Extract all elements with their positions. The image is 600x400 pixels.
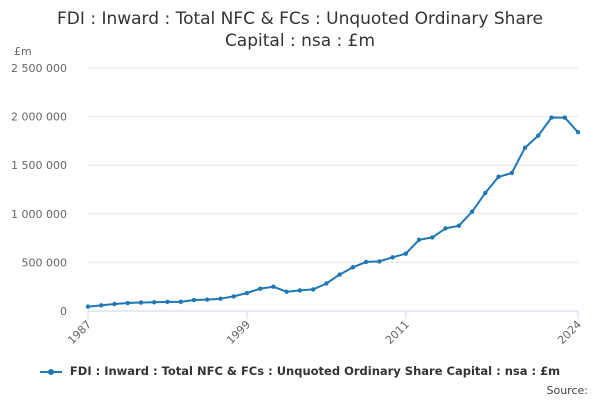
data-point[interactable] [191, 297, 197, 303]
series-line [87, 116, 579, 308]
data-point[interactable] [509, 170, 514, 176]
data-point[interactable] [138, 300, 144, 305]
data-point[interactable] [350, 265, 356, 270]
data-point[interactable] [99, 303, 104, 308]
data-point[interactable] [284, 289, 289, 294]
data-point[interactable] [297, 288, 303, 293]
y-axis-unit-label: £m [14, 45, 32, 58]
chart-title: FDI : Inward : Total NFC & FCs : Unquote… [0, 8, 600, 52]
data-point[interactable] [496, 174, 501, 180]
data-point[interactable] [310, 287, 316, 292]
x-tick-label: 1987 [65, 318, 94, 347]
legend-series-label: FDI : Inward : Total NFC & FCs : Unquote… [69, 364, 561, 378]
legend-line-swatch [39, 367, 62, 377]
data-point[interactable] [443, 226, 448, 231]
data-point[interactable] [152, 300, 157, 305]
y-tick-label: 2 000 000 [11, 111, 67, 124]
data-point[interactable] [324, 281, 329, 286]
x-tick-label: 2011 [383, 318, 412, 347]
data-point[interactable] [469, 209, 475, 214]
data-point[interactable] [549, 115, 554, 120]
data-point[interactable] [218, 296, 223, 301]
data-point[interactable] [536, 133, 541, 138]
data-point[interactable] [271, 284, 276, 289]
data-point[interactable] [85, 304, 91, 309]
y-tick-label: 1 000 000 [11, 208, 67, 221]
y-tick-label: 1 500 000 [11, 159, 67, 172]
data-point[interactable] [165, 299, 170, 305]
data-point[interactable] [430, 235, 435, 240]
chart-title-line-1: FDI : Inward : Total NFC & FCs : Unquote… [57, 9, 543, 29]
data-point[interactable] [112, 301, 117, 307]
data-point[interactable] [363, 259, 369, 265]
data-point[interactable] [562, 115, 567, 120]
y-tick-label: 2 500 000 [11, 62, 67, 75]
data-point[interactable] [337, 272, 342, 277]
data-point[interactable] [257, 286, 263, 291]
x-tick-label: 1999 [224, 318, 253, 347]
y-tick-label: 0 [60, 305, 67, 318]
legend[interactable]: FDI : Inward : Total NFC & FCs : Unquote… [0, 364, 600, 378]
data-point[interactable] [244, 290, 250, 296]
data-point[interactable] [483, 190, 488, 196]
data-point[interactable] [403, 251, 409, 256]
data-point[interactable] [522, 145, 528, 150]
data-point[interactable] [390, 255, 395, 260]
data-point[interactable] [125, 300, 130, 306]
data-point[interactable] [204, 297, 210, 302]
data-point[interactable] [416, 237, 422, 242]
data-point[interactable] [456, 223, 462, 228]
x-tick-label: 2024 [555, 318, 584, 347]
y-tick-label: 500 000 [22, 256, 68, 269]
data-point[interactable] [231, 294, 236, 299]
data-point[interactable] [575, 129, 581, 135]
data-point[interactable] [377, 259, 382, 264]
data-point[interactable] [178, 299, 183, 305]
chart-title-line-2: Capital : nsa : £m [224, 31, 376, 51]
source-label: Source: [546, 384, 589, 397]
